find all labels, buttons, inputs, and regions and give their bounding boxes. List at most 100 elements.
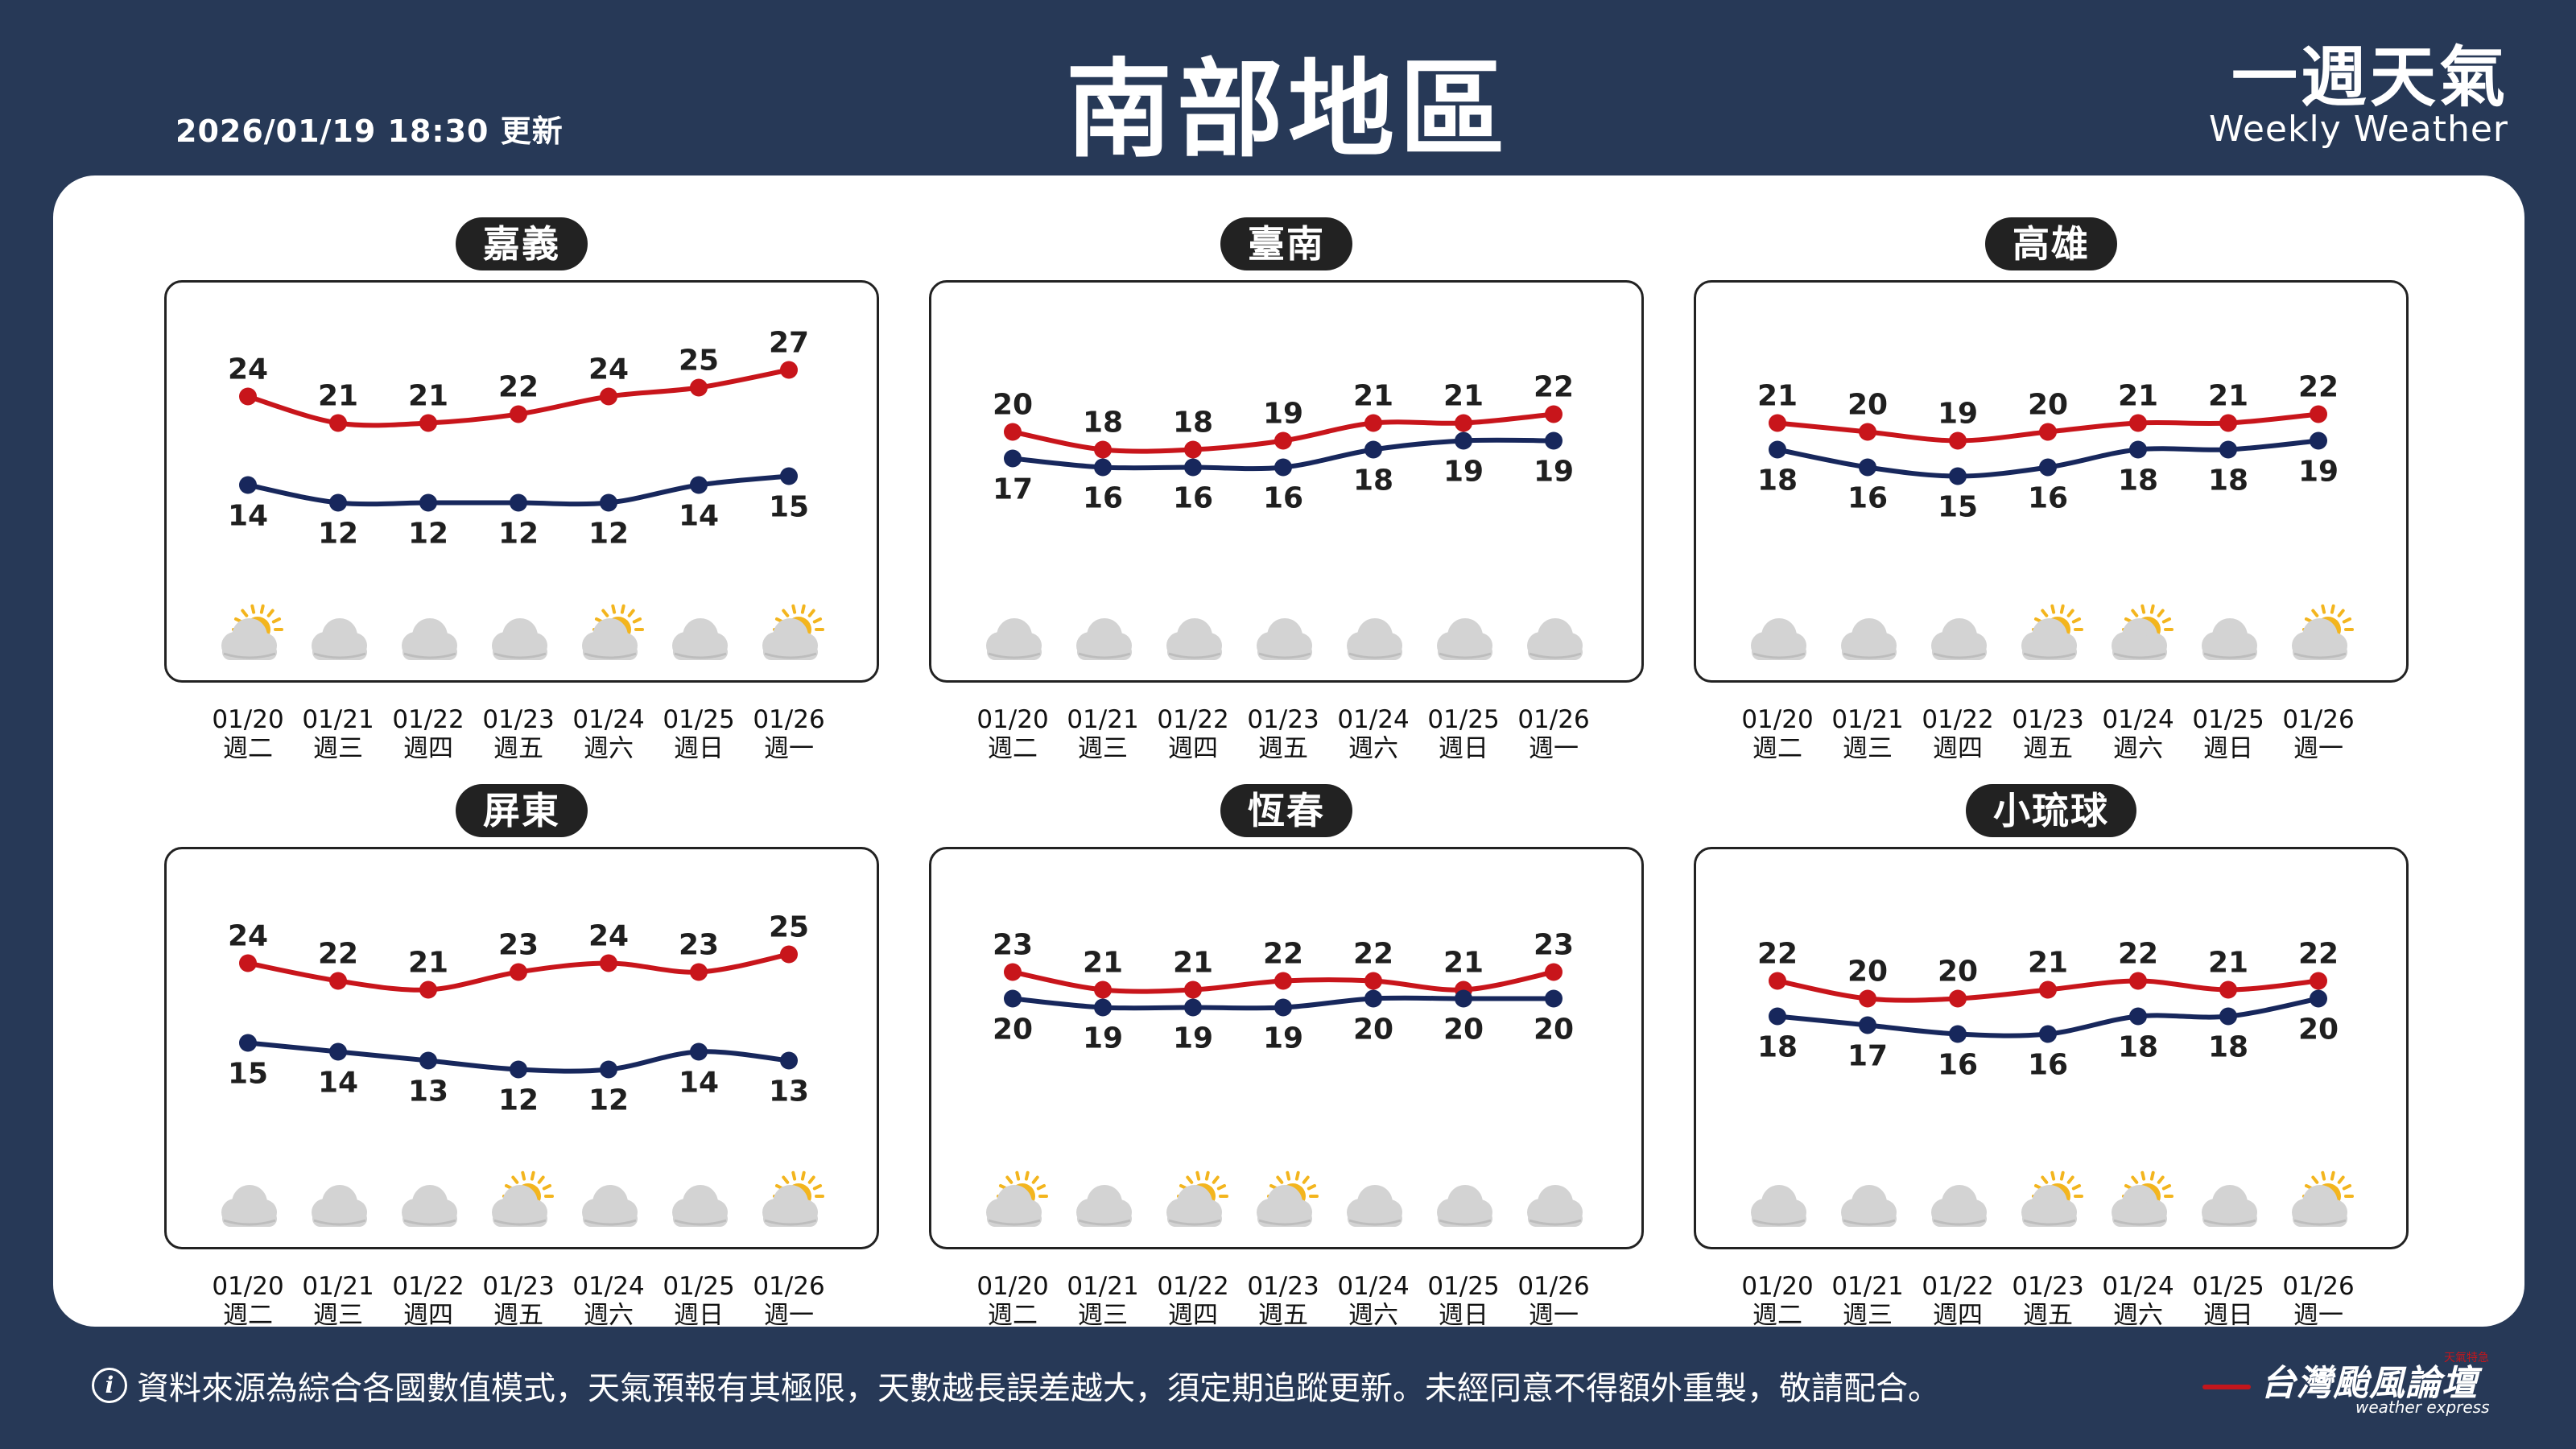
low-temp-point [1769, 440, 1786, 459]
low-temp-point [2129, 1007, 2147, 1026]
high-temp-label: 20 [1938, 956, 1978, 989]
high-temp-label: 21 [2118, 380, 2158, 413]
low-temp-label: 18 [2118, 464, 2158, 497]
cloudy-icon [402, 618, 457, 660]
low-temp-point [600, 493, 617, 512]
low-temp-label: 18 [2208, 1031, 2248, 1064]
weekday-label: 週四 [1168, 1301, 1218, 1330]
cloudy-icon [1841, 1185, 1897, 1227]
weekday-label: 週日 [2203, 734, 2253, 763]
low-temp-label: 16 [1938, 1049, 1978, 1082]
cloudy-icon [2202, 618, 2257, 660]
partly-cloudy-icon [2021, 1170, 2083, 1227]
date-label: 01/26 [1517, 1272, 1589, 1301]
partly-cloudy-icon [762, 1170, 824, 1227]
weekday-label: 週六 [2113, 734, 2163, 763]
station-name: 高雄 [1985, 217, 2117, 270]
date-label: 01/22 [392, 1272, 464, 1301]
weekday-label: 週五 [493, 734, 543, 763]
station-panel: 高雄 21 20 19 20 21 21 22 18 16 15 16 18 18 19 01/20 週二 01/… [1694, 196, 2409, 768]
low-temp-label: 15 [1938, 491, 1978, 524]
cloudy-icon [1347, 618, 1402, 660]
date-label: 01/26 [2282, 1272, 2354, 1301]
low-temp-label: 12 [498, 1084, 539, 1117]
high-temp-point [600, 954, 617, 972]
high-temp-point [1364, 972, 1382, 990]
high-temp-point [1094, 440, 1112, 459]
weekday-label: 週五 [2023, 1301, 2073, 1330]
weekday-label: 週二 [988, 1301, 1038, 1330]
low-temp-label: 12 [588, 1084, 629, 1117]
weekday-label: 週五 [1258, 1301, 1308, 1330]
high-temp-label: 19 [1938, 398, 1978, 431]
partly-cloudy-icon [2112, 604, 2174, 660]
date-label: 01/21 [1067, 705, 1138, 734]
brand-subtitle: Weekly Weather [2208, 109, 2508, 150]
weekday-label: 週三 [1843, 734, 1893, 763]
cloudy-icon [221, 1185, 277, 1227]
weekday-label: 週四 [403, 734, 453, 763]
plot-frame [164, 847, 879, 1249]
high-temp-label: 24 [228, 353, 268, 386]
weekday-label: 週五 [2023, 734, 2073, 763]
weekday-label: 週日 [674, 1301, 724, 1330]
weekday-label: 週六 [2113, 1301, 2163, 1330]
cloudy-icon [1931, 618, 1987, 660]
cloudy-icon [1166, 618, 1222, 660]
plot-frame [1694, 280, 2409, 683]
cloudy-icon [1347, 1185, 1402, 1227]
weekday-label: 週一 [1529, 1301, 1579, 1330]
logo-line [2202, 1385, 2251, 1389]
weekday-label: 週四 [1933, 734, 1983, 763]
date-label: 01/26 [2282, 705, 2354, 734]
weekday-label: 週三 [313, 734, 363, 763]
low-temp-point [1545, 431, 1563, 450]
cloudy-icon [1257, 618, 1312, 660]
low-temp-point [1004, 989, 1022, 1008]
weekday-label: 週日 [674, 734, 724, 763]
high-temp-point [239, 954, 257, 972]
date-label: 01/23 [2012, 1272, 2083, 1301]
low-temp-point [780, 467, 798, 485]
date-label: 01/21 [1067, 1272, 1138, 1301]
high-temp-label: 20 [2028, 389, 2068, 422]
logo-text: 台灣颱風論壇 [2260, 1363, 2478, 1404]
partly-cloudy-icon [762, 604, 824, 660]
high-temp-label: 22 [2298, 938, 2339, 971]
brand-title: 一週天氣 [2231, 39, 2508, 116]
high-temp-label: 23 [993, 929, 1033, 962]
date-label: 01/20 [976, 705, 1048, 734]
high-temp-label: 21 [2208, 947, 2248, 980]
low-temp-point [2219, 1007, 2237, 1026]
date-label: 01/22 [1922, 705, 1993, 734]
logo-subtext: weather express [2355, 1397, 2490, 1417]
date-label: 01/21 [1831, 705, 1903, 734]
plot-frame [1694, 847, 2409, 1249]
high-temp-point [1004, 963, 1022, 981]
low-temp-label: 13 [408, 1075, 448, 1108]
low-temp-label: 20 [1443, 1013, 1484, 1046]
low-temp-label: 18 [1757, 1031, 1798, 1064]
weekday-label: 週四 [1933, 1301, 1983, 1330]
date-label: 01/22 [392, 705, 464, 734]
weekday-label: 週一 [2293, 1301, 2343, 1330]
low-temp-point [1364, 989, 1382, 1008]
date-label: 01/25 [663, 705, 734, 734]
low-temp-label: 20 [2298, 1013, 2339, 1046]
weekday-label: 週五 [1258, 734, 1308, 763]
high-temp-point [2219, 980, 2237, 999]
updated-timestamp: 2026/01/19 18:30 更新 [175, 114, 564, 149]
high-temp-label: 21 [1353, 380, 1393, 413]
high-temp-point [690, 963, 708, 981]
station-name: 臺南 [1220, 217, 1352, 270]
weekday-label: 週三 [1078, 1301, 1128, 1330]
cloudy-icon [1437, 1185, 1492, 1227]
cloudy-icon [402, 1185, 457, 1227]
low-temp-point [780, 1051, 798, 1070]
low-temp-point [1545, 989, 1563, 1008]
high-temp-label: 21 [408, 947, 448, 980]
high-temp-point [510, 405, 527, 423]
station-panel: 嘉義 24 21 21 22 24 25 27 14 12 12 12 12 14 15 01/20 週二 01/… [164, 196, 879, 768]
low-temp-label: 14 [679, 500, 719, 533]
